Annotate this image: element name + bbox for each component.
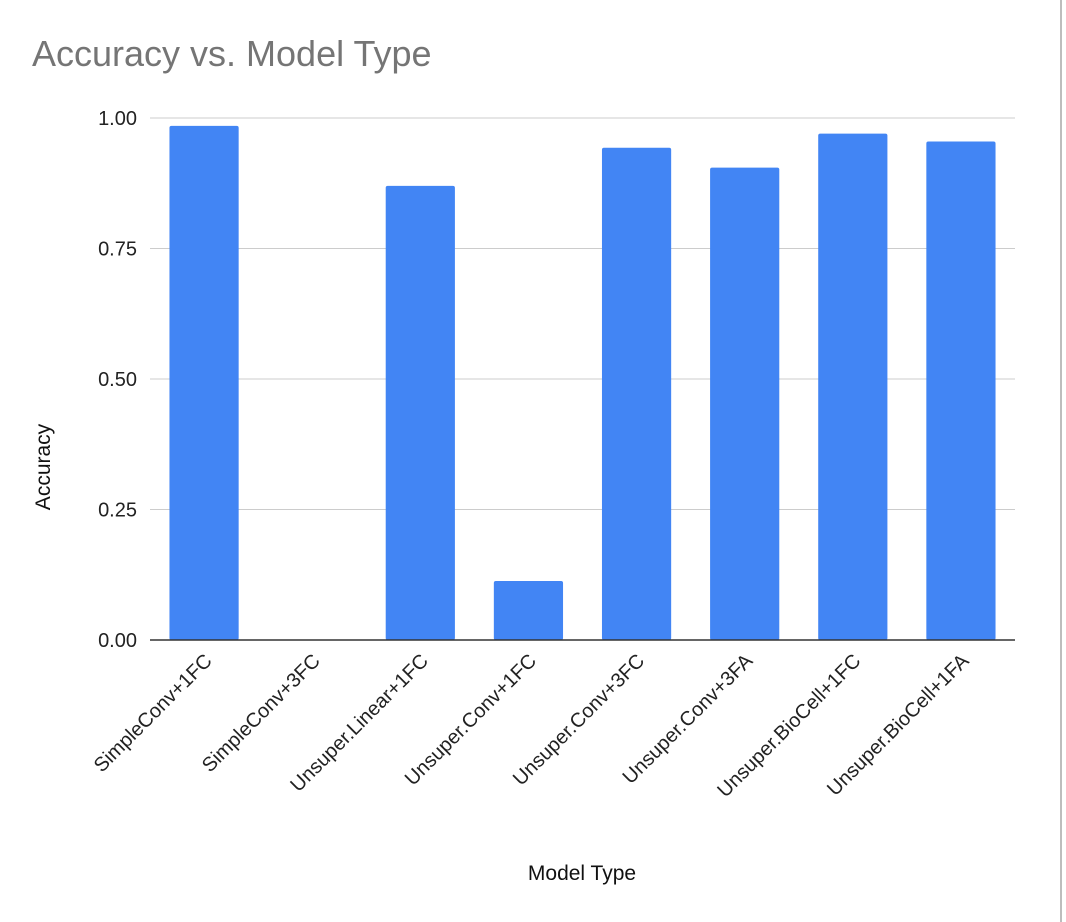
y-axis-title: Accuracy	[32, 423, 55, 510]
y-tick-label: 0.75	[98, 239, 137, 261]
x-tick-labels: SimpleConv+1FCSimpleConv+3FCUnsuper.Line…	[90, 650, 974, 802]
bar	[493, 581, 564, 640]
bar	[710, 167, 780, 640]
y-tick-label: 1.00	[98, 108, 137, 130]
y-tick-label: 0.25	[98, 500, 137, 522]
chart-title: Accuracy vs. Model Type	[32, 33, 432, 74]
x-axis-title: Model Type	[528, 862, 636, 885]
y-tick-labels: 0.00 0.25 0.50 0.75 1.00	[98, 108, 137, 652]
bar	[818, 133, 888, 640]
x-tick-label: SimpleConv+1FC	[90, 650, 217, 777]
bar	[169, 125, 239, 640]
y-tick-label: 0.50	[98, 369, 137, 391]
bars-layer	[169, 125, 996, 641]
bar	[385, 185, 455, 641]
bar	[926, 141, 996, 641]
bar	[601, 147, 672, 640]
x-tick-label: SimpleConv+3FC	[198, 650, 325, 777]
y-tick-label: 0.00	[98, 630, 137, 652]
